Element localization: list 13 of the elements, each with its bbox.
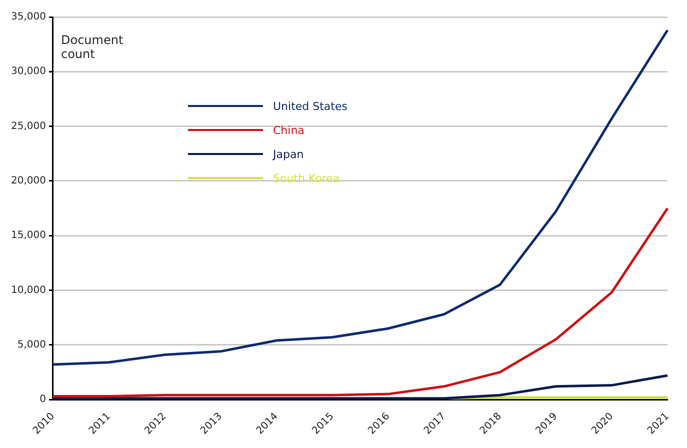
- text: South Korea: [273, 172, 340, 184]
- text: China: [273, 124, 304, 136]
- y-tick-label: 0: [40, 394, 46, 406]
- y-tick-label: 15,000: [10, 230, 46, 242]
- y-tick-label: 35,000: [10, 12, 46, 23]
- y-tick-label: 5,000: [17, 339, 46, 350]
- y-tick-label: 25,000: [10, 120, 46, 132]
- y-tick-label: 30,000: [10, 66, 46, 78]
- y-tick-label: 10,000: [10, 284, 46, 296]
- y-axis-title: Document count: [60, 33, 124, 62]
- text: United States: [273, 100, 348, 112]
- text: Japan: [273, 148, 304, 160]
- y-tick-label: 20,000: [10, 176, 46, 187]
